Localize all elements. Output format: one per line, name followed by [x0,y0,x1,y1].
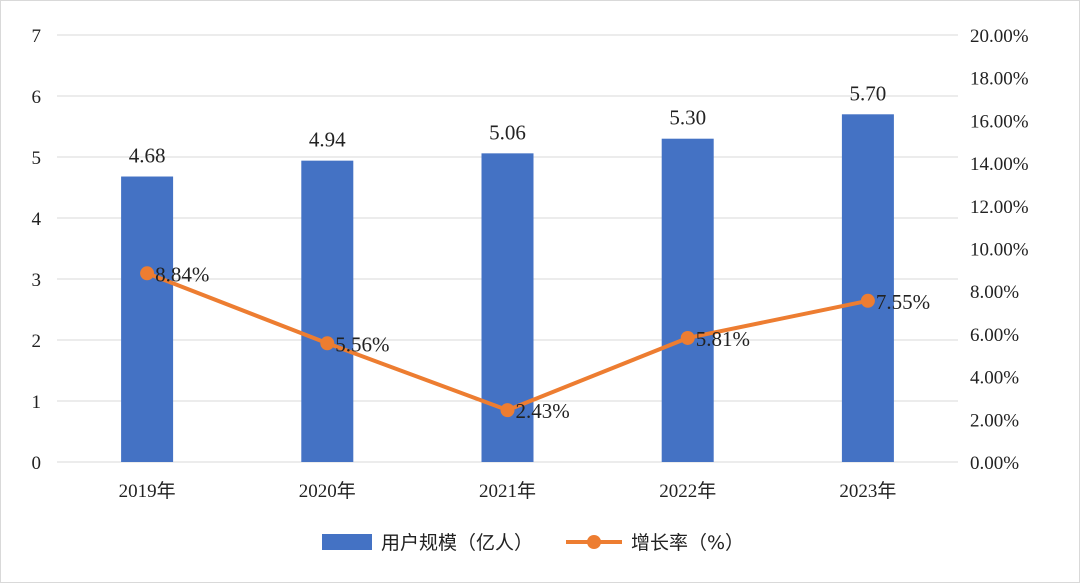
left-tick-label: 1 [32,392,42,413]
right-tick-label: 6.00% [970,325,1019,346]
legend-swatch-bar [322,534,372,550]
bar-data-label: 5.06 [489,120,526,144]
bar [841,114,894,463]
bar [661,138,714,462]
legend-label-line: 增长率（%） [631,532,744,554]
line-data-label: 5.56% [335,332,389,356]
right-tick-label: 4.00% [970,368,1019,389]
x-tick-label: 2020年 [299,480,356,502]
bar [121,176,174,462]
left-tick-label: 2 [32,331,42,352]
x-tick-label: 2023年 [839,480,896,502]
left-tick-label: 6 [32,87,42,108]
line-data-labels: 8.84% 5.56% 2.43% 5.81% 7.55% [155,262,930,423]
left-tick-label: 3 [32,270,42,291]
bar [301,160,354,462]
legend-label-bar: 用户规模（亿人） [381,532,533,554]
line-marker [500,403,515,418]
right-tick-label: 12.00% [970,197,1029,218]
bar-data-label: 5.70 [850,81,887,105]
right-tick-label: 0.00% [970,453,1019,474]
left-y-axis: 0 1 2 3 4 5 6 7 [32,26,42,474]
line-data-label: 8.84% [155,262,209,286]
right-tick-label: 14.00% [970,154,1029,175]
line-marker [320,336,335,351]
right-tick-label: 16.00% [970,111,1029,132]
bar-series [121,114,894,463]
right-tick-label: 8.00% [970,282,1019,303]
line-series [140,266,875,418]
x-tick-label: 2021年 [479,480,536,502]
line-data-label: 5.81% [696,327,750,351]
bar-data-label: 4.68 [129,144,166,168]
bar-data-label: 4.94 [309,128,346,152]
right-tick-label: 20.00% [970,26,1029,47]
bar-data-label: 5.30 [669,106,706,130]
right-tick-label: 2.00% [970,410,1019,431]
legend-swatch-marker [587,535,601,549]
x-tick-label: 2022年 [659,480,716,502]
left-tick-label: 5 [32,148,42,169]
line-data-label: 7.55% [876,290,930,314]
legend: 用户规模（亿人） 增长率（%） [322,532,744,554]
left-tick-label: 0 [32,453,42,474]
right-tick-label: 18.00% [970,69,1029,90]
x-axis: 2019年 2020年 2021年 2022年 2023年 [119,480,897,502]
left-tick-label: 7 [32,26,42,47]
left-tick-label: 4 [32,209,42,230]
right-y-axis: 0.00% 2.00% 4.00% 6.00% 8.00% 10.00% 12.00% 14.… [970,26,1029,474]
bar-data-labels: 4.68 4.94 5.06 5.30 5.70 [129,81,887,167]
line-marker [860,293,875,308]
x-tick-label: 2019年 [119,480,176,502]
line-data-label: 2.43% [516,399,570,423]
line-marker [680,330,695,345]
right-tick-label: 10.00% [970,240,1029,261]
line-marker [140,266,155,281]
